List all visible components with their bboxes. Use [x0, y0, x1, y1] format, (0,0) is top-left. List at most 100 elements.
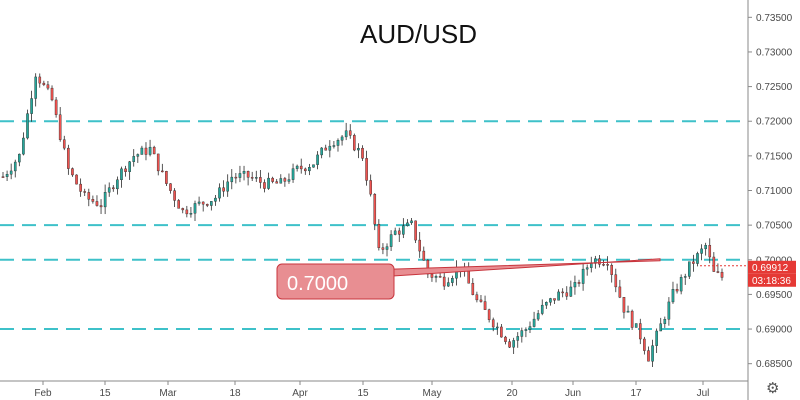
candle-body: [496, 326, 499, 329]
candle-body: [414, 220, 417, 241]
candle-body: [299, 165, 303, 170]
candle-body: [438, 276, 442, 278]
candle-body: [479, 299, 483, 302]
candle-body: [254, 177, 258, 179]
y-tick-label: 0.72500: [756, 82, 793, 93]
candle-body: [598, 258, 601, 265]
candle-body: [451, 277, 454, 283]
candle-body: [222, 187, 225, 192]
candle-body: [393, 230, 397, 235]
candle-body: [46, 84, 50, 89]
candle-body: [238, 173, 242, 178]
candle-body: [58, 114, 62, 140]
candle-body: [218, 187, 221, 199]
candle-body: [467, 269, 471, 284]
candle-body: [112, 187, 115, 190]
candle-body: [210, 201, 213, 206]
y-tick-label: 0.73500: [756, 13, 793, 24]
candle-body: [516, 336, 520, 341]
candle-body: [140, 147, 144, 155]
candle-body: [369, 180, 372, 195]
candle-body: [340, 136, 344, 141]
candle-body: [602, 264, 605, 266]
candle-body: [197, 201, 201, 204]
candle-body: [667, 301, 671, 320]
candle-body: [381, 247, 385, 250]
candle-body: [524, 329, 528, 331]
candle-body: [295, 165, 299, 169]
candle-body: [201, 201, 205, 205]
candle-body: [83, 191, 87, 193]
candle-body: [430, 273, 434, 278]
candle-body: [291, 168, 295, 180]
candle-body: [700, 248, 703, 254]
candle-body: [226, 181, 229, 192]
x-tick-label: Jul: [697, 388, 710, 399]
candle-body: [312, 164, 315, 168]
candle-body: [528, 326, 532, 330]
x-tick-label: 20: [506, 388, 518, 399]
candle-body: [22, 137, 25, 155]
candle-body: [365, 158, 368, 181]
x-tick-label: Mar: [159, 388, 177, 399]
candle-body: [634, 323, 638, 328]
candle-body: [148, 146, 152, 155]
candle-body: [107, 187, 111, 193]
candle-body: [712, 256, 716, 272]
candle-body: [622, 297, 626, 313]
candle-body: [324, 147, 328, 151]
x-tick-label: 17: [630, 388, 642, 399]
candle-body: [116, 179, 119, 190]
candle-body: [406, 222, 409, 226]
candle-body: [320, 147, 323, 156]
candle-body: [120, 168, 123, 181]
candle-body: [152, 146, 156, 155]
candle-body: [487, 309, 491, 320]
candle-body: [79, 183, 82, 192]
candle-body: [434, 276, 438, 278]
candle-body: [99, 205, 103, 208]
candle-body: [553, 298, 556, 301]
settings-gear-icon[interactable]: ⚙: [766, 379, 780, 397]
candle-body: [671, 289, 675, 303]
x-tick-label: Apr: [292, 388, 308, 399]
candle-body: [679, 277, 683, 292]
candle-body: [402, 225, 405, 235]
candle-body: [328, 145, 332, 151]
candle-body: [655, 330, 658, 346]
candle-body: [95, 201, 99, 206]
candle-body: [50, 87, 54, 101]
candle-body: [549, 298, 552, 303]
candle-body: [520, 330, 524, 337]
candle-body: [132, 156, 136, 162]
candle-body: [675, 289, 679, 292]
candle-body: [704, 245, 707, 250]
candle-body: [545, 302, 548, 306]
candle-body: [512, 340, 515, 348]
x-tick-label: Feb: [34, 388, 52, 399]
candle-body: [279, 178, 283, 184]
candle-body: [205, 203, 209, 206]
callout-label: 0.7000: [287, 273, 348, 295]
candle-body: [246, 171, 250, 178]
candle-body: [9, 170, 13, 175]
candle-body: [532, 318, 536, 327]
candle-body: [336, 140, 340, 146]
candle-body: [71, 168, 74, 176]
candle-body: [242, 171, 246, 174]
last-price-label: 0.69912: [752, 263, 789, 274]
candle-body: [42, 82, 46, 85]
candle-body: [177, 200, 180, 209]
y-tick-label: 0.70500: [756, 221, 793, 232]
candle-body: [389, 234, 393, 247]
candle-body: [136, 154, 140, 157]
candle-body: [230, 176, 234, 183]
candle-body: [304, 168, 307, 172]
candle-body: [283, 178, 287, 182]
candle-body: [250, 177, 254, 179]
x-tick-label: 18: [229, 388, 241, 399]
candle-body: [193, 203, 197, 214]
candle-body: [348, 130, 352, 136]
candle-body: [651, 345, 654, 362]
